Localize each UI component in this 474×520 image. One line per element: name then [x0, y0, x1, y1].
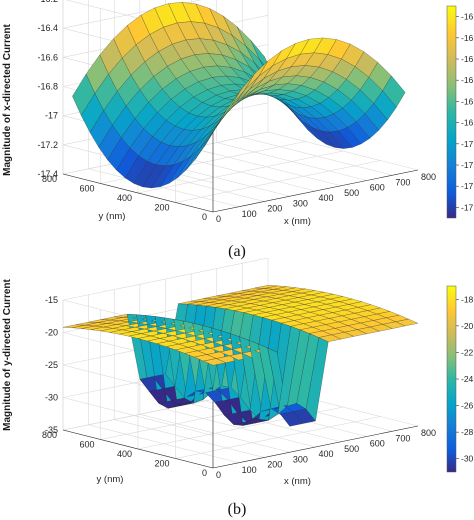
x-tick-label: 500 — [344, 188, 359, 198]
colorbar-tick-label: -16.7 — [461, 75, 474, 85]
y-tick-label: 0 — [202, 212, 207, 222]
x-tick-label: 100 — [242, 465, 257, 475]
colorbar-tick-label: -24 — [461, 374, 474, 384]
x-tick-label: 800 — [421, 428, 436, 438]
panel-a-surface — [72, 1, 406, 189]
z-tick-label: -17 — [45, 111, 58, 121]
x-tick-label: 600 — [370, 183, 385, 193]
x-tick-label: 400 — [319, 193, 334, 203]
x-tick-label: 200 — [267, 204, 282, 214]
z-tick-label: -25 — [45, 360, 58, 370]
x-tick-label: 700 — [395, 177, 410, 187]
colorbar-tick-label: -16.6 — [461, 54, 474, 64]
y-tick-label: 400 — [117, 193, 132, 203]
y-tick-label: 0 — [202, 468, 207, 478]
colorbar-tick-label: -30 — [461, 454, 474, 464]
z-tick-label: -16.4 — [37, 23, 58, 33]
axis-line — [212, 425, 419, 469]
colorbar-tick-label: -17.3 — [461, 202, 474, 212]
surface-patch — [395, 318, 419, 327]
y-tick-label: 200 — [154, 459, 169, 469]
z-tick-label: -30 — [45, 393, 58, 403]
panel-b-zlabel: Magnitude of y-directed Current — [2, 278, 13, 430]
x-tick-label: 800 — [421, 172, 436, 182]
panel-b-ticks: 01002003004005006007008000200400600800-3… — [42, 295, 436, 480]
y-tick-label: 600 — [79, 184, 94, 194]
colorbar-tick-label: -20 — [461, 321, 474, 331]
x-tick-label: 300 — [293, 454, 308, 464]
panel-a-colorbar: -16.4 -16.5 -16.6 -16.7 -16.8 -16.9 -17 -17.1 -1… — [446, 5, 474, 219]
x-tick-label: 500 — [344, 444, 359, 454]
colorbar-tick-label: -22 — [461, 347, 474, 357]
colorbar-tick-label: -16.4 — [461, 12, 474, 22]
z-tick-label: -20 — [45, 328, 58, 338]
panel-a-caption: (a) — [228, 243, 246, 260]
x-tick-label: 200 — [267, 460, 282, 470]
x-tick-label: 600 — [370, 439, 385, 449]
colorbar-tick-label: -17.1 — [461, 160, 474, 170]
z-tick-label: -16.8 — [37, 82, 58, 92]
colorbar-tick-label: -16.9 — [461, 118, 474, 128]
z-tick-label: -16.6 — [37, 52, 58, 62]
x-tick-label: 400 — [319, 449, 334, 459]
colorbar-tick-label: -17.2 — [461, 181, 474, 191]
colorbar-tick-label: -16.8 — [461, 96, 474, 106]
y-tick-label: 800 — [42, 430, 57, 440]
y-tick-label: 800 — [42, 174, 57, 184]
panel-b-colorbar: -18 -20 -22 -24 -26 -28 -30 — [446, 285, 474, 473]
axis-line — [212, 169, 419, 213]
x-tick-label: 100 — [242, 209, 257, 219]
z-tick-label: -15 — [45, 295, 58, 305]
panel-a-zlabel: Magnitude of x-directed Current — [2, 23, 13, 175]
surface-patch — [382, 75, 406, 108]
y-tick-label: 200 — [154, 203, 169, 213]
x-tick-label: 0 — [216, 470, 221, 480]
colorbar-tick-label: -17 — [461, 139, 474, 149]
panel-b: 01002003004005006007008000200400600800-3… — [2, 257, 474, 518]
x-tick-label: 700 — [395, 433, 410, 443]
colorbar-tick-label: -26 — [461, 401, 474, 411]
z-tick-label: -35 — [45, 425, 58, 435]
panel-b-caption: (b) — [228, 501, 247, 518]
colorbar-tick-label: -18 — [461, 294, 474, 304]
axis-line — [62, 429, 214, 469]
colorbar-tick-label: -28 — [461, 427, 474, 437]
panel-b-surface — [62, 285, 419, 427]
panel-a: 01002003004005006007008000200400600800-1… — [2, 0, 474, 260]
z-tick-label: -17.4 — [37, 169, 58, 179]
panel-a-xlabel: x (nm) — [284, 216, 311, 227]
axis-line — [62, 173, 214, 213]
panel-a-ticks: 01002003004005006007008000200400600800-1… — [37, 0, 436, 224]
y-tick-label: 600 — [79, 440, 94, 450]
z-tick-label: -17.2 — [37, 140, 58, 150]
y-tick-label: 400 — [117, 449, 132, 459]
panel-b-xlabel: x (nm) — [284, 476, 311, 487]
x-tick-label: 300 — [293, 198, 308, 208]
x-tick-label: 0 — [216, 214, 221, 224]
panel-b-ylabel: y (nm) — [97, 474, 124, 485]
panel-a-ylabel: y (nm) — [99, 211, 126, 222]
colorbar-tick-label: -16.5 — [461, 33, 474, 43]
z-tick-label: -16.2 — [37, 0, 58, 4]
